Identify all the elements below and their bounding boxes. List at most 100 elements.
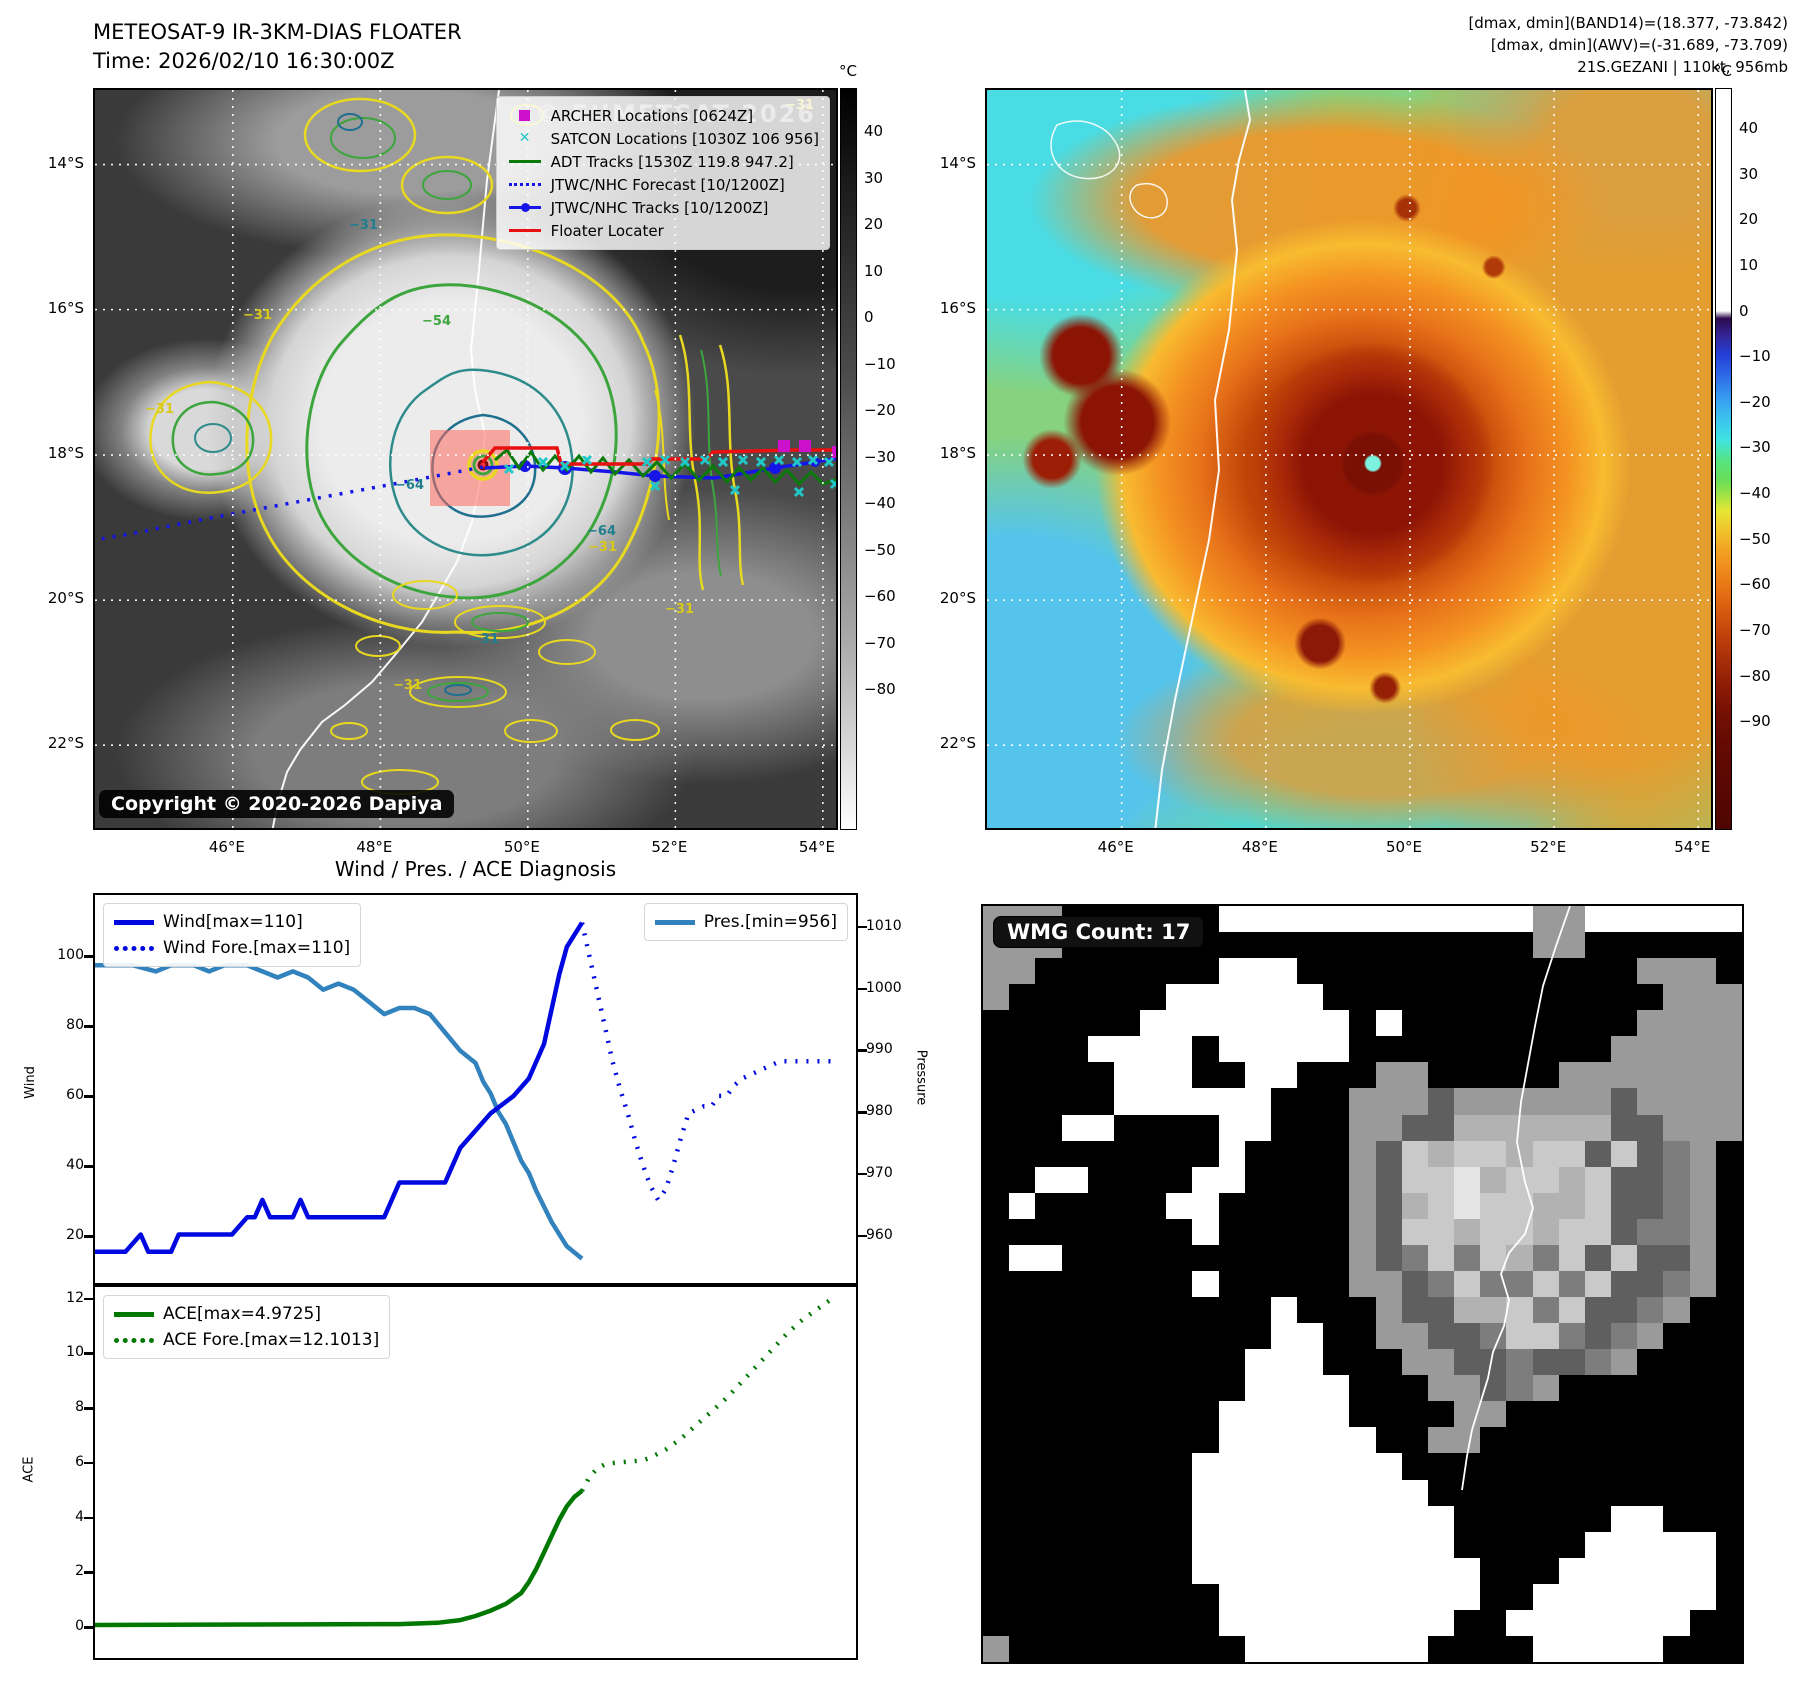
wmg-cell xyxy=(1244,1088,1271,1115)
wmg-cell xyxy=(983,1088,1010,1115)
wmg-cell xyxy=(983,1583,1010,1610)
colorbar-tick-label: −60 xyxy=(864,587,896,606)
wmg-cell xyxy=(1218,1244,1245,1271)
wmg-cell xyxy=(1532,1609,1559,1636)
wmg-cell xyxy=(1689,1192,1716,1219)
wmg-cell xyxy=(1506,1192,1533,1219)
wmg-cell xyxy=(1061,1427,1088,1454)
wmg-cell xyxy=(1166,1114,1193,1141)
wmg-cell xyxy=(1532,1323,1559,1350)
wmg-cell xyxy=(1218,1479,1245,1506)
wmg-cell xyxy=(1035,1583,1062,1610)
chart-y-tick: 0 xyxy=(75,1618,84,1635)
wmg-cell xyxy=(1401,1375,1428,1402)
wmg-cell xyxy=(1611,1088,1638,1115)
wmg-cell xyxy=(1584,1323,1612,1350)
wmg-cell xyxy=(1715,1583,1742,1610)
wmg-cell xyxy=(1244,1401,1271,1428)
wmg-cell xyxy=(1113,1010,1141,1037)
wmg-cell xyxy=(1427,1140,1455,1167)
wmg-cell xyxy=(1637,1192,1664,1219)
wmg-cell xyxy=(1584,1244,1612,1271)
wmg-cell xyxy=(1140,1192,1167,1219)
wmg-cell xyxy=(1375,1166,1402,1193)
wmg-cell xyxy=(1584,1010,1612,1037)
wmg-cell xyxy=(1140,958,1167,985)
wmg-cell xyxy=(1401,932,1428,959)
wmg-cell xyxy=(1218,1635,1245,1662)
wmg-cell xyxy=(1427,1114,1455,1141)
wmg-cell xyxy=(1532,906,1559,933)
wmg-cell xyxy=(1401,1192,1428,1219)
chart-y-tick: 10 xyxy=(66,1344,84,1361)
y-tick-label: 16°S xyxy=(47,298,84,317)
wmg-cell xyxy=(1218,1036,1245,1063)
wmg-cell xyxy=(1270,1244,1298,1271)
wmg-cell xyxy=(1140,1062,1167,1089)
wmg-cell xyxy=(1166,1453,1193,1480)
ace-plot xyxy=(94,1295,835,1628)
wmg-cell xyxy=(1427,1505,1455,1532)
wmg-cell xyxy=(1663,1635,1690,1662)
wmg-cell xyxy=(1270,1010,1298,1037)
wmg-cell xyxy=(1323,1375,1350,1402)
wmg-cell xyxy=(1611,1583,1638,1610)
wmg-cell xyxy=(1584,1166,1612,1193)
wmg-cell xyxy=(1558,1140,1585,1167)
wmg-cell xyxy=(1270,1297,1298,1324)
wmg-cell xyxy=(1297,1270,1324,1298)
wmg-cell xyxy=(1349,1349,1376,1376)
colorbar-tick-label: −40 xyxy=(864,494,896,513)
wmg-cell xyxy=(1663,1505,1690,1532)
wmg-cell xyxy=(1584,1192,1612,1219)
pressure-line-icon xyxy=(654,919,695,925)
wmg-cell xyxy=(1637,1140,1664,1167)
wmg-cell xyxy=(1244,1583,1271,1610)
wmg-cell xyxy=(1297,1166,1324,1193)
wmg-cell xyxy=(983,1218,1010,1245)
wmg-cell xyxy=(1715,1036,1742,1063)
wmg-cell xyxy=(1270,1088,1298,1115)
wmg-cell xyxy=(1401,1531,1428,1558)
wmg-cell xyxy=(1637,1427,1664,1454)
wmg-cell xyxy=(1270,1192,1298,1219)
wmg-cell xyxy=(1506,906,1533,933)
wmg-cell xyxy=(1611,1453,1638,1480)
wmg-cell xyxy=(1166,1140,1193,1167)
wmg-cell xyxy=(1113,1531,1141,1558)
wmg-cell xyxy=(1611,906,1638,933)
wmg-cell xyxy=(1244,1375,1271,1402)
wmg-cell xyxy=(1715,1270,1742,1298)
wmg-cell xyxy=(1480,1088,1507,1115)
wmg-cell xyxy=(1297,1088,1324,1115)
wmg-cell xyxy=(1009,1557,1036,1584)
wmg-cell xyxy=(1140,1635,1167,1662)
wmg-cell xyxy=(1689,1010,1716,1037)
colorbar-tick-label: −30 xyxy=(1739,438,1771,457)
wmg-cell xyxy=(1270,1401,1298,1428)
wmg-cell xyxy=(1558,1609,1585,1636)
wmg-cell xyxy=(1480,1166,1507,1193)
wmg-cell xyxy=(1035,1479,1062,1506)
wmg-cell xyxy=(1297,1140,1324,1167)
wmg-cell xyxy=(1663,1036,1690,1063)
x-tick-label: 48°E xyxy=(1241,838,1278,856)
wmg-cell xyxy=(1166,1505,1193,1532)
graticule-right xyxy=(987,90,1711,828)
chart-y-tick: 8 xyxy=(75,1399,84,1416)
wmg-cell xyxy=(1323,1531,1350,1558)
wmg-cell xyxy=(1297,958,1324,985)
wmg-cell xyxy=(1087,1401,1114,1428)
wmg-cell xyxy=(1113,1062,1141,1089)
wmg-cell xyxy=(1401,1270,1428,1298)
island-outline xyxy=(1050,120,1121,180)
wmg-cell xyxy=(1087,1192,1114,1219)
wmg-cell xyxy=(1375,1635,1402,1662)
wmg-cell xyxy=(1244,1479,1271,1506)
wmg-cell xyxy=(1218,1401,1245,1428)
wmg-cell xyxy=(1375,906,1402,933)
wmg-cell xyxy=(1087,1036,1114,1063)
chart-y-tick: 100 xyxy=(57,947,84,963)
wmg-cell xyxy=(1113,1557,1141,1584)
wmg-cell xyxy=(1506,1375,1533,1402)
